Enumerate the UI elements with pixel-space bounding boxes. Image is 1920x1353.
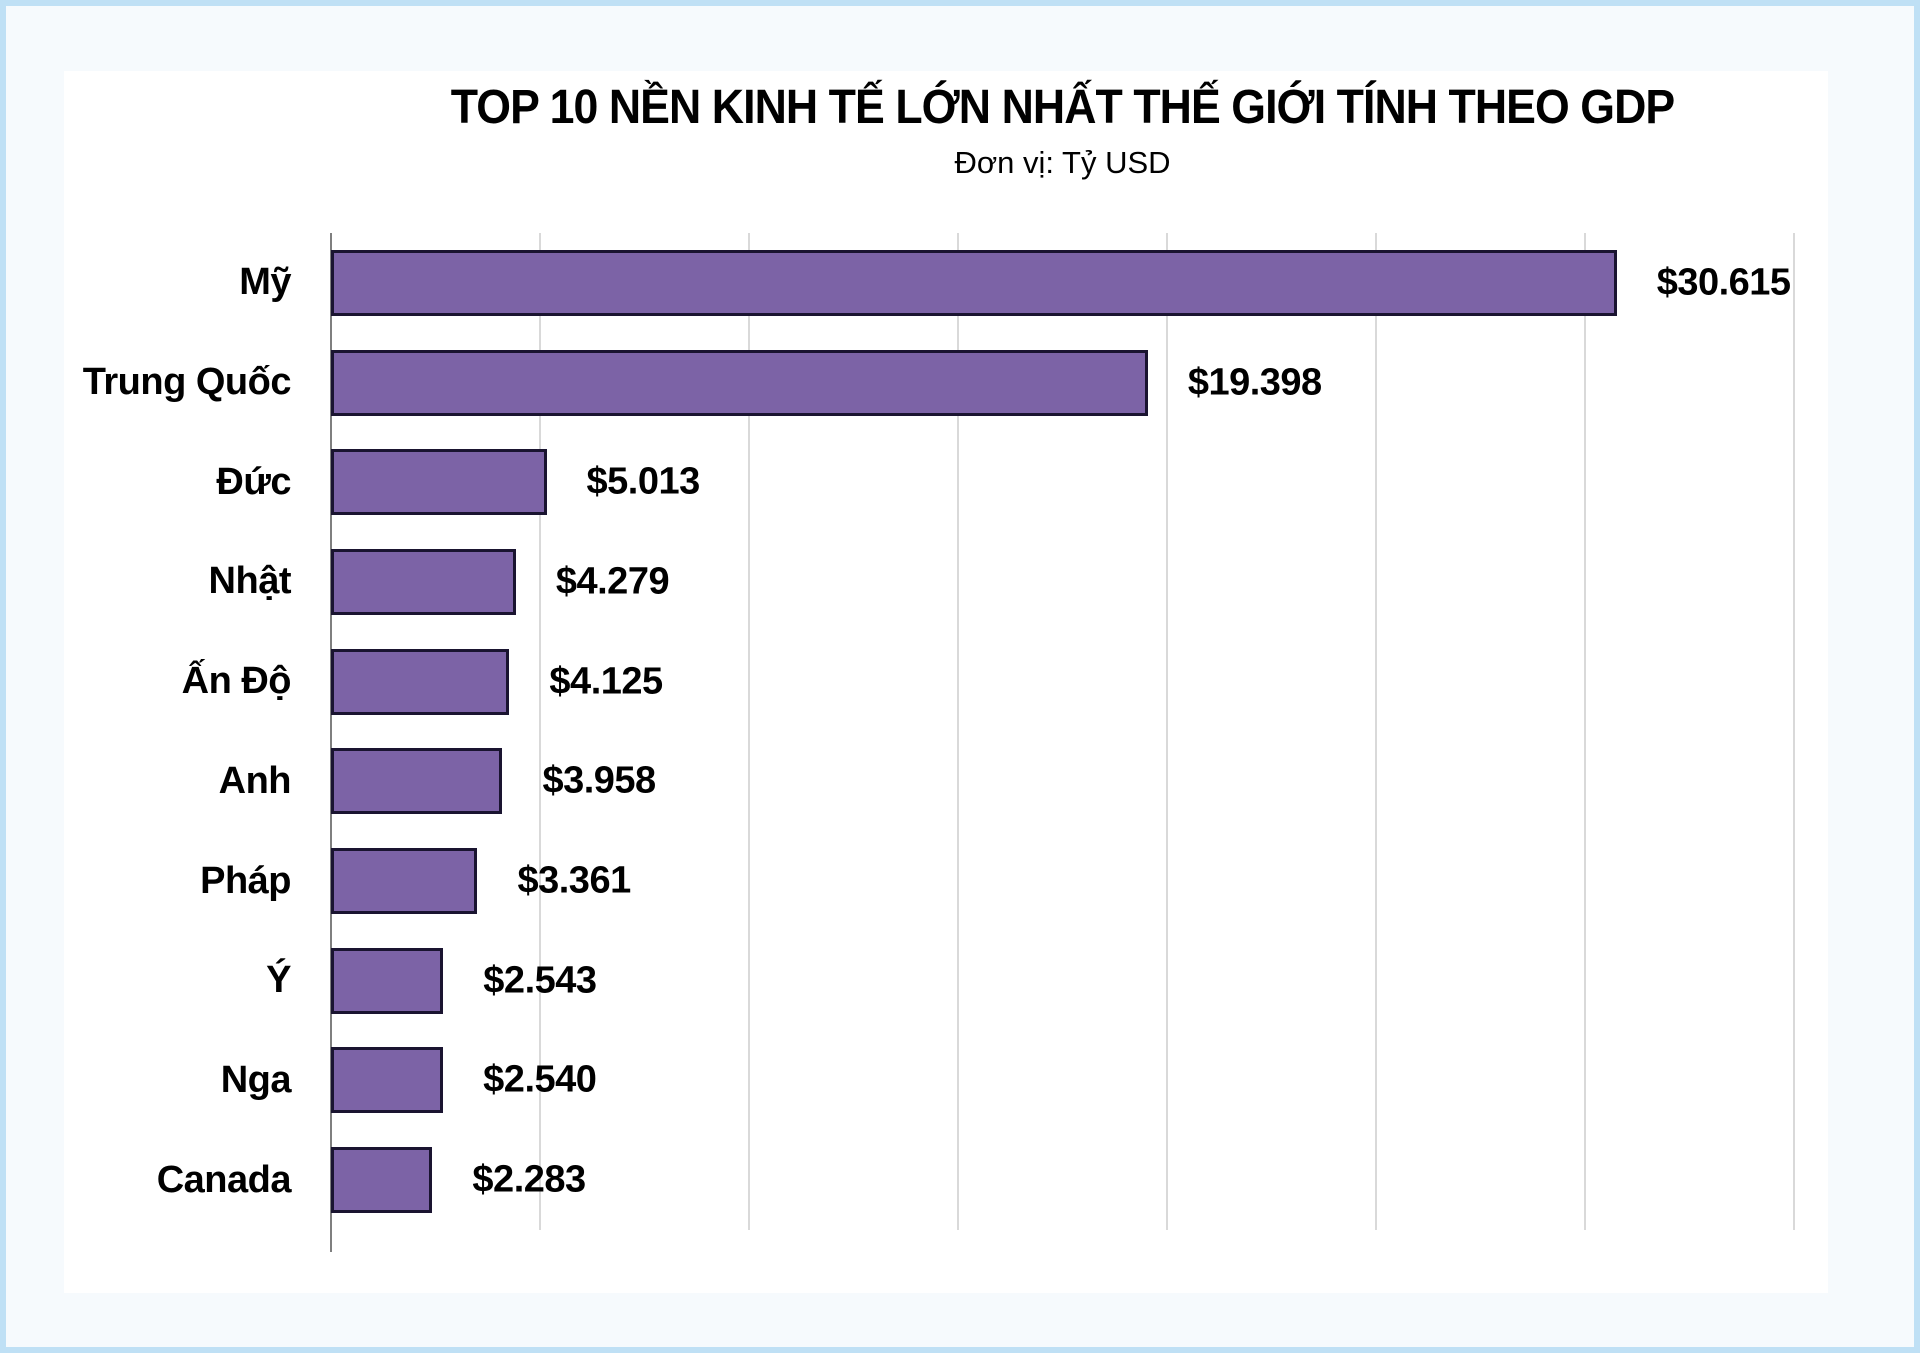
value-label: $30.615 [1656,261,1791,304]
bar-rows: $30.615 $19.398 $5.013 $4.279 $4.125 $3.958 $3… [331,233,1794,1230]
bar [331,748,503,815]
value-label: $4.125 [549,660,663,703]
category-label: Nga [220,1058,292,1101]
value-label: $19.398 [1187,361,1322,404]
gridline-x-20 [1166,233,1168,1230]
value-label: $5.013 [586,460,701,503]
bar [331,947,444,1014]
chart-title: TOP 10 NỀN KINH TẾ LỚN NHẤT THẾ GIỚI TÍN… [450,81,1675,134]
gridline-x-10 [748,233,750,1230]
gridline-x-35 [1793,233,1795,1230]
bar [331,648,510,715]
gridline-x-25 [1375,233,1377,1230]
bar-row: $4.125 [331,632,1794,732]
bar [331,1147,433,1214]
bar-row: $2.283 [331,1130,1794,1230]
value-label: $4.279 [555,560,670,603]
value-label: $2.540 [483,1058,597,1101]
category-label: Đức [216,460,291,503]
category-axis-labels: Mỹ Trung Quốc Đức Nhật Ấn Độ Anh Pháp Ý Nga Canad… [64,233,292,1230]
category-axis-line [330,233,332,1252]
chart-panel: TOP 10 NỀN KINH TẾ LỚN NHẤT THẾ GIỚI TÍN… [64,71,1828,1293]
category-label: Ý [266,959,291,1002]
bar-row: $3.361 [331,831,1794,931]
gridline-x-15 [957,233,959,1230]
category-label: Ấn Độ [181,660,292,703]
bar-row: $2.543 [331,931,1794,1031]
bar [331,449,547,516]
value-label: $3.958 [542,759,656,802]
category-label: Canada [156,1158,292,1201]
category-label: Trung Quốc [82,361,292,404]
category-label: Anh [218,759,292,802]
category-label: Nhật [208,560,292,603]
gridline-x-5 [539,233,541,1230]
category-label: Mỹ [239,261,291,304]
bar [331,848,478,915]
gridline-x-30 [1584,233,1586,1230]
bar-row: $19.398 [331,333,1794,433]
bar [331,349,1148,416]
bar-row: $4.279 [331,532,1794,632]
bar-row: $2.540 [331,1031,1794,1131]
bar-row: $3.958 [331,732,1794,832]
bar [331,548,516,615]
bar-row: $5.013 [331,432,1794,532]
chart-subtitle: Đơn vị: Tỷ USD [954,145,1171,180]
bar [331,1047,444,1114]
bar-row: $30.615 [331,233,1794,333]
value-label: $3.361 [517,859,631,902]
bar [331,249,1617,316]
value-label: $2.283 [472,1158,586,1201]
plot-area: $30.615 $19.398 $5.013 $4.279 $4.125 $3.958 $3… [330,233,1795,1252]
value-label: $2.543 [483,959,597,1002]
category-label: Pháp [200,859,291,902]
